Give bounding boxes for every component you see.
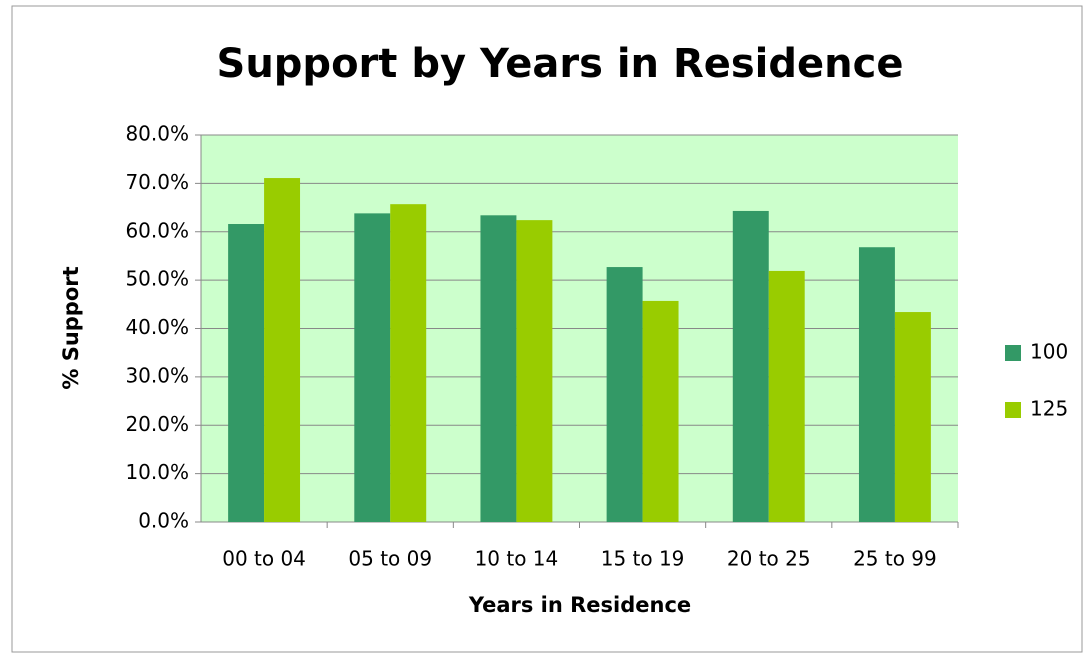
y-tick-label: 60.0% <box>125 218 189 242</box>
x-tick-label: 20 to 25 <box>727 547 811 571</box>
bar <box>480 215 517 523</box>
bar <box>768 270 805 522</box>
chart-title: Support by Years in Residence <box>217 41 904 87</box>
x-tick-label: 25 to 99 <box>853 547 937 571</box>
y-tick-label: 70.0% <box>125 170 189 194</box>
bar <box>642 300 679 522</box>
y-tick-label: 0.0% <box>138 509 189 533</box>
y-tick-label: 50.0% <box>125 267 189 291</box>
x-tick-label: 10 to 14 <box>475 547 559 571</box>
legend-label: 125 <box>1030 397 1068 421</box>
y-axis-label: % Support <box>59 266 83 389</box>
bar <box>894 312 931 522</box>
y-tick-label: 80.0% <box>125 122 189 146</box>
legend-label: 100 <box>1030 340 1068 364</box>
y-tick-label: 10.0% <box>125 460 189 484</box>
x-tick-label: 15 to 19 <box>601 547 685 571</box>
bar <box>516 220 553 522</box>
y-tick-label: 40.0% <box>125 315 189 339</box>
y-tick-label: 30.0% <box>125 363 189 387</box>
bar <box>228 224 265 522</box>
bar <box>390 204 427 522</box>
bar <box>858 247 895 523</box>
legend-swatch <box>1005 402 1021 418</box>
x-tick-label: 05 to 09 <box>348 547 432 571</box>
x-tick-label: 00 to 04 <box>222 547 306 571</box>
bar <box>354 213 391 522</box>
x-axis-label: Years in Residence <box>468 593 691 617</box>
bar <box>606 267 643 522</box>
bar <box>732 210 769 523</box>
legend-swatch <box>1005 345 1021 361</box>
bar <box>264 178 301 522</box>
y-tick-label: 20.0% <box>125 412 189 436</box>
